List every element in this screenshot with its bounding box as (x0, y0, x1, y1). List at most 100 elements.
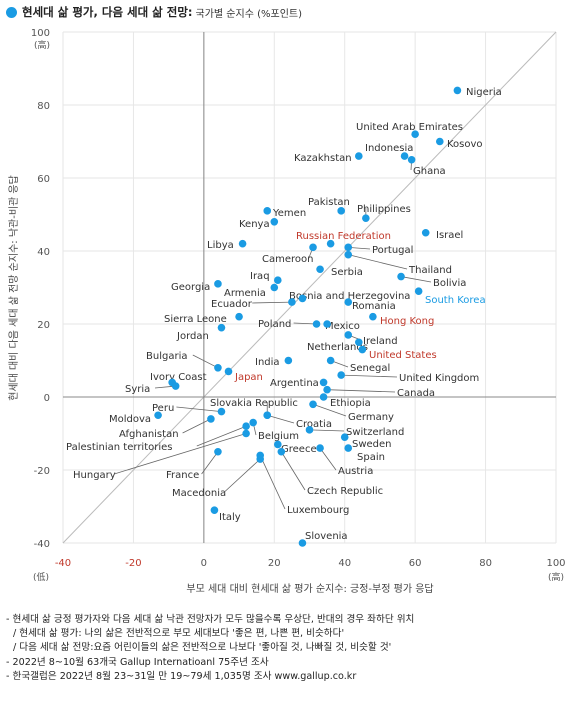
point-label: Peru (152, 403, 174, 414)
point-label: Poland (258, 319, 291, 330)
scatter-chart: -40 -20 0 20 40 60 80 100-40-20020406080100(高)(… (8, 28, 566, 595)
x-axis-title: 부모 세대 대비 현세대 삶 평가 순지수: 긍정-부정 평가 응답 (186, 583, 433, 595)
data-point (238, 239, 247, 248)
x-unit-low-label: (低) (33, 571, 49, 583)
data-point (298, 294, 307, 303)
point-label: India (255, 357, 280, 368)
data-point (305, 426, 314, 434)
leader-line (309, 429, 345, 432)
data-point (319, 393, 328, 401)
chart-title: 현세대 삶 평가, 다음 세대 삶 전망: (22, 5, 193, 19)
point-label: Georgia (171, 282, 210, 293)
data-point (369, 312, 377, 321)
data-point (421, 228, 430, 237)
point-label: Libya (207, 240, 234, 251)
data-point (355, 338, 363, 347)
data-point (242, 422, 250, 431)
data-point (400, 152, 409, 160)
point-label: Netherlands (307, 342, 368, 353)
x-unit-high-label: (高) (548, 571, 564, 583)
point-label: Macedonia (172, 488, 226, 499)
data-point (309, 243, 317, 252)
data-point (344, 243, 353, 252)
data-point (256, 451, 265, 460)
x-tick-label: 80 (479, 558, 492, 569)
data-point (274, 276, 282, 285)
data-point (326, 239, 335, 248)
point-label: Ecuador (211, 299, 253, 310)
point-label: Japan (234, 372, 263, 383)
data-point (319, 378, 328, 387)
point-label: Ghana (413, 166, 446, 177)
y-tick-label: 100 (31, 28, 50, 39)
title-bullet-icon (6, 6, 17, 18)
data-point (344, 298, 353, 306)
point-label: Nigeria (466, 87, 502, 98)
data-point (270, 218, 279, 226)
point-label: United Arab Emirates (356, 122, 463, 133)
data-point (242, 429, 250, 438)
point-label: Ireland (363, 336, 398, 347)
point-label: Hungary (73, 470, 116, 481)
point-label: Syria (125, 384, 150, 395)
leader-line (252, 301, 292, 304)
point-label: Sweden (352, 439, 392, 450)
data-point (217, 323, 226, 332)
data-point (453, 86, 462, 95)
data-point (214, 364, 222, 372)
data-point (358, 345, 367, 354)
point-label: Senegal (350, 363, 390, 374)
data-point (263, 207, 272, 215)
data-point (270, 283, 279, 292)
x-tick-label: 100 (546, 558, 565, 569)
point-labels: Nigeria United Arab Emirates Kosovo Indones… (66, 87, 502, 542)
point-label: France (166, 470, 199, 481)
data-point (288, 298, 296, 306)
y-tick-label: 0 (44, 393, 50, 404)
point-label: Iraq (250, 271, 270, 282)
point-label: Switzerland (346, 427, 404, 438)
leader-line (348, 254, 408, 270)
point-label: Yemen (272, 208, 306, 219)
point-label: Palestinian territories (66, 442, 173, 453)
point-label: Bolivia (433, 278, 466, 289)
x-tick-label: 20 (268, 558, 281, 569)
y-tick-label: -20 (34, 466, 50, 477)
point-label: Luxembourg (287, 505, 349, 516)
data-point (326, 356, 335, 365)
data-point (263, 411, 272, 420)
point-label: Armenia (224, 288, 266, 299)
data-point (277, 447, 286, 456)
data-point (411, 130, 419, 138)
footnotes: - 현세대 삶 긍정 평가자와 다음 세대 삶 낙관 전망자가 모두 많을수록 … (6, 613, 414, 684)
point-label: Cameroon (262, 254, 313, 265)
x-tick-label: 60 (409, 558, 422, 569)
data-point (249, 418, 257, 427)
point-label: Germany (348, 412, 394, 423)
point-label: Jordan (176, 331, 209, 342)
y-tick-label: -40 (34, 539, 50, 550)
data-point (407, 155, 416, 164)
x-tick-label: 0 (201, 558, 207, 569)
point-label: Indonesia (365, 143, 413, 154)
point-label: United Kingdom (399, 373, 479, 384)
point-label: Russian Federation (296, 231, 391, 242)
leader-line (327, 389, 396, 393)
point-label: South Korea (425, 295, 486, 306)
point-label: Italy (219, 512, 241, 523)
data-point (323, 320, 331, 328)
footnote-line: - 한국갤럽은 2022년 8월 23~31일 만 19~79세 1,035명 … (6, 670, 357, 682)
point-label: United States (369, 350, 437, 361)
leader-line (182, 418, 212, 434)
point-label: Slovakia Republic (210, 398, 298, 409)
leader-line (192, 354, 219, 369)
leader-line (400, 276, 432, 283)
point-label: Thailand (408, 265, 452, 276)
point-label: Mexico (325, 321, 360, 332)
point-label: Canada (397, 388, 435, 399)
data-point (323, 385, 331, 394)
y-tick-label: 60 (37, 174, 50, 185)
point-label: Hong Kong (380, 316, 434, 327)
data-point (309, 400, 317, 409)
data-point (316, 265, 324, 274)
